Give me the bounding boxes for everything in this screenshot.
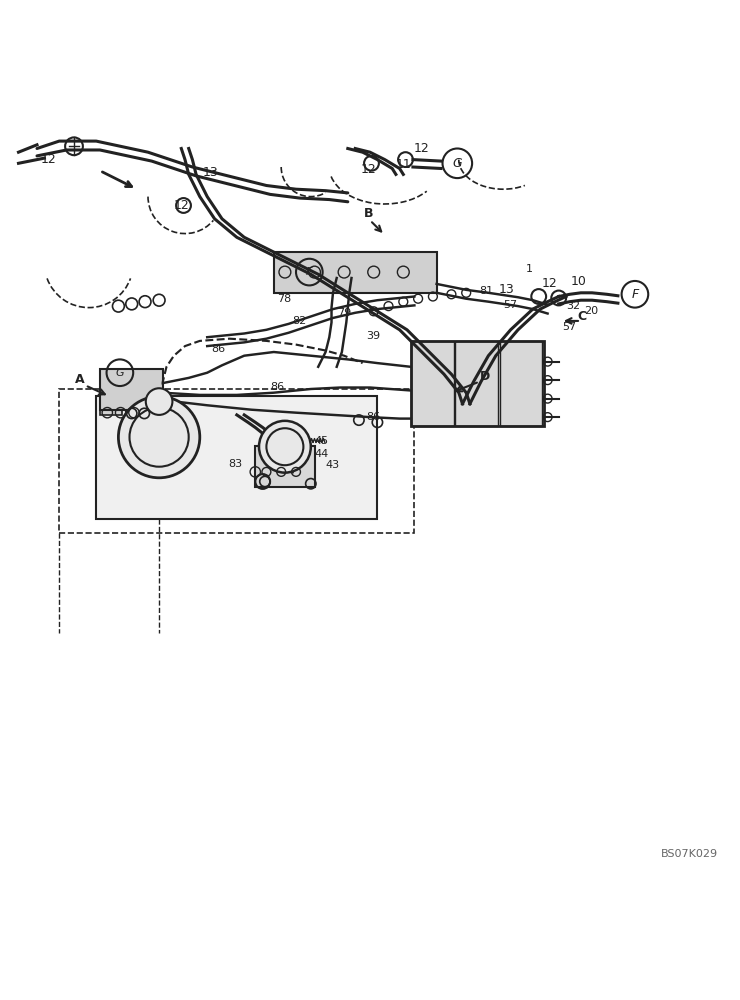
- Bar: [255, 446, 314, 487]
- Text: D: D: [480, 370, 490, 383]
- Text: 86: 86: [211, 344, 225, 354]
- Bar: [100, 369, 163, 410]
- Bar: [455, 341, 498, 426]
- Text: F: F: [631, 288, 639, 301]
- Text: 12: 12: [414, 142, 430, 155]
- Text: 44: 44: [314, 449, 329, 459]
- Bar: [100, 396, 122, 415]
- Text: 78: 78: [278, 294, 292, 304]
- Text: 12: 12: [173, 199, 189, 212]
- Bar: [500, 341, 542, 426]
- Text: 1: 1: [525, 264, 532, 274]
- Text: 43: 43: [326, 460, 340, 470]
- Text: 79: 79: [337, 308, 351, 318]
- Text: 12: 12: [541, 277, 557, 290]
- Text: G: G: [115, 368, 124, 378]
- Text: 86: 86: [366, 412, 380, 422]
- Text: 83: 83: [228, 459, 243, 469]
- Text: B: B: [364, 207, 373, 220]
- Bar: [411, 341, 544, 426]
- Bar: [411, 341, 454, 426]
- Text: 10: 10: [571, 275, 587, 288]
- Text: C: C: [577, 310, 586, 323]
- Text: 39: 39: [366, 331, 380, 341]
- Circle shape: [146, 388, 172, 415]
- Text: BS07K029: BS07K029: [661, 849, 718, 859]
- Text: 86: 86: [270, 382, 284, 392]
- Text: 82: 82: [292, 316, 306, 326]
- Text: 13: 13: [499, 283, 515, 296]
- Text: G: G: [452, 157, 462, 170]
- Text: 81: 81: [480, 286, 494, 296]
- Circle shape: [259, 421, 311, 473]
- Text: 12: 12: [40, 153, 56, 166]
- Text: 13: 13: [203, 166, 219, 179]
- Bar: [96, 396, 377, 518]
- Text: 45: 45: [314, 436, 329, 446]
- Text: 32: 32: [566, 301, 580, 311]
- Bar: [274, 252, 437, 293]
- Bar: [59, 389, 414, 533]
- Text: 57: 57: [562, 322, 576, 332]
- Circle shape: [118, 396, 200, 478]
- Text: F: F: [306, 267, 312, 277]
- Text: 57: 57: [503, 300, 517, 310]
- Text: 20: 20: [585, 306, 599, 316]
- Text: A: A: [75, 373, 85, 386]
- Text: 11: 11: [395, 158, 411, 171]
- Text: 12: 12: [360, 163, 377, 176]
